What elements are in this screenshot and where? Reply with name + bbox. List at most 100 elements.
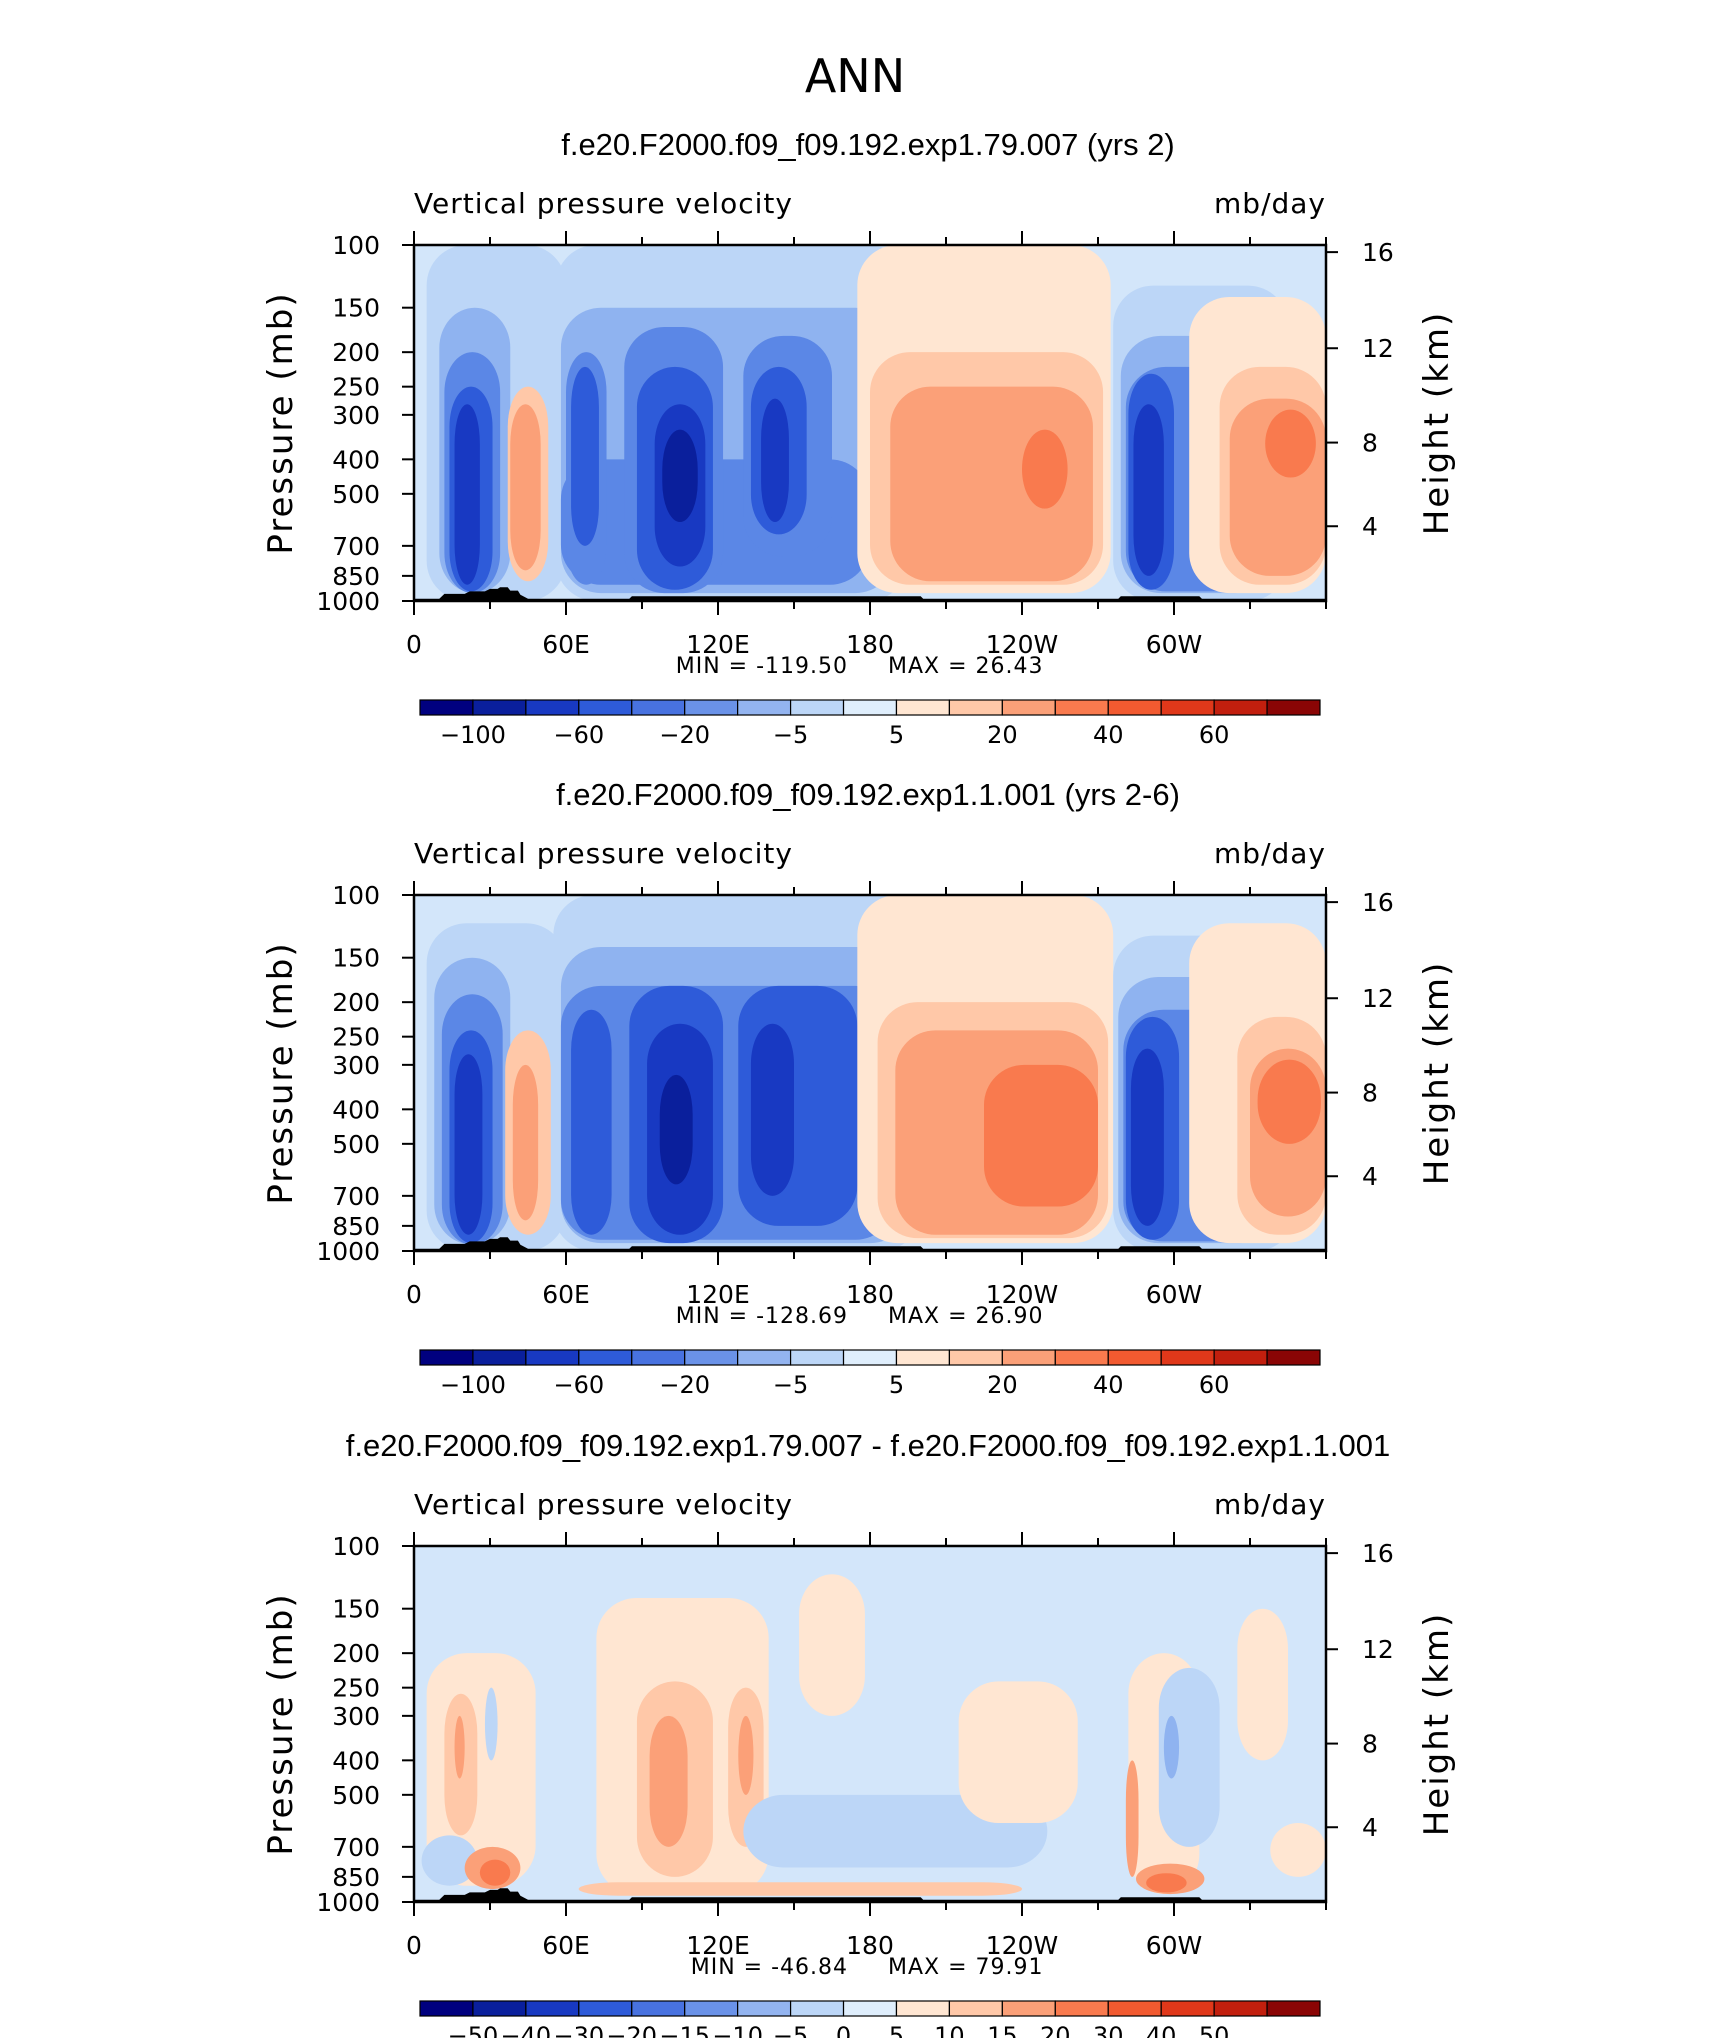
contour-region xyxy=(738,1715,754,1795)
topography-mask xyxy=(414,1237,1326,1251)
colorbar-box xyxy=(895,2000,951,2017)
contour-region xyxy=(1158,1667,1220,1847)
colorbar-label: 10 xyxy=(934,2022,965,2038)
colorbar-label: 50 xyxy=(1199,2022,1230,2038)
colorbar-box xyxy=(1213,2000,1268,2017)
y-tick-label: 850 xyxy=(332,1863,380,1892)
colorbar-label: −100 xyxy=(440,721,506,749)
contour-region xyxy=(578,1882,1022,1896)
colorbar-label: −30 xyxy=(553,2022,604,2038)
colorbar-label: −60 xyxy=(553,1371,604,1399)
colorbar-label: −20 xyxy=(606,2022,657,2038)
colorbar-box xyxy=(1107,699,1162,716)
y-tick-label: 500 xyxy=(332,480,380,509)
colorbar-box xyxy=(737,1349,792,1366)
colorbar-box xyxy=(1213,699,1268,716)
colorbar-box xyxy=(1001,699,1056,716)
y-tick-label: 250 xyxy=(332,1023,380,1052)
contour-region xyxy=(512,1064,539,1221)
contour-region xyxy=(454,1715,465,1779)
colorbar-label: 60 xyxy=(1199,721,1230,749)
y-tick-label: 700 xyxy=(332,532,380,561)
x-tick-label: 180 xyxy=(846,630,894,659)
x-tick-label: 60E xyxy=(542,630,590,659)
contour-region xyxy=(659,1074,693,1185)
panel-3: f.e20.F2000.f09_f09.192.exp1.79.007 - f.… xyxy=(261,1428,1457,2038)
height-tick-label: 16 xyxy=(1362,238,1394,267)
colorbar-box xyxy=(1001,1349,1056,1366)
panels-group: f.e20.F2000.f09_f09.192.exp1.79.007 (yrs… xyxy=(261,127,1457,2038)
height-tick-label: 12 xyxy=(1362,984,1394,1013)
colorbar-box xyxy=(472,1349,527,1366)
colorbar-box xyxy=(1054,1349,1109,1366)
y-tick-label: 100 xyxy=(332,231,380,260)
colorbar-box xyxy=(525,2000,580,2017)
y-tick-label: 500 xyxy=(332,1781,380,1810)
y-axis-title: Pressure (mb) xyxy=(261,291,301,554)
y-tick-label: 1000 xyxy=(316,1237,380,1266)
colorbar-label: 30 xyxy=(1093,2022,1124,2038)
x-tick-label: 60E xyxy=(542,1931,590,1960)
colorbar-label: 40 xyxy=(1093,721,1124,749)
colorbar-box xyxy=(419,1349,474,1366)
colorbar-label: 15 xyxy=(987,2022,1018,2038)
y-tick-label: 700 xyxy=(332,1182,380,1211)
topography-mask xyxy=(414,587,1326,601)
y-tick-label: 150 xyxy=(332,944,380,973)
colorbar-box xyxy=(1266,2000,1321,2017)
contour-region xyxy=(958,1681,1078,1824)
y-tick-label: 300 xyxy=(332,401,380,430)
colorbar-box xyxy=(631,2000,686,2017)
height-tick-label: 16 xyxy=(1362,1539,1394,1568)
contour-region xyxy=(799,1574,865,1716)
contour-region xyxy=(761,398,789,523)
height-tick-label: 8 xyxy=(1362,1079,1378,1108)
y-tick-label: 700 xyxy=(332,1833,380,1862)
x-tick-label: 120W xyxy=(986,1280,1058,1309)
colorbar-label: −60 xyxy=(553,721,604,749)
colorbar-label: 20 xyxy=(987,721,1018,749)
y-tick-label: 400 xyxy=(332,1095,380,1124)
colorbar-box xyxy=(631,1349,686,1366)
colorbar-box xyxy=(684,1349,739,1366)
colorbar-box xyxy=(684,699,739,716)
colorbar-box xyxy=(472,699,527,716)
colorbar-box xyxy=(1107,1349,1162,1366)
contour-field xyxy=(414,1546,1326,1902)
colorbar-box xyxy=(737,2000,792,2017)
colorbar-box xyxy=(631,699,686,716)
colorbar-label: −50 xyxy=(448,2022,499,2038)
y-tick-label: 500 xyxy=(332,1130,380,1159)
colorbar: −50 −40 −30 −20 −15 −10 −5 0 5 10 15 20 30 40 50 xyxy=(419,2000,1321,2038)
colorbar-label: −40 xyxy=(501,2022,552,2038)
y-axis-title: Pressure (mb) xyxy=(261,1592,301,1855)
y-tick-label: 150 xyxy=(332,294,380,323)
variable-label: Vertical pressure velocity xyxy=(414,837,793,870)
height-tick-label: 16 xyxy=(1362,888,1394,917)
y-tick-label: 100 xyxy=(332,1532,380,1561)
max-label: MAX = 26.90 xyxy=(888,1304,1044,1329)
height-tick-label: 8 xyxy=(1362,1730,1378,1759)
colorbar-box xyxy=(578,2000,633,2017)
colorbar-label: −5 xyxy=(773,1371,808,1399)
y-axis-title-right: Height (km) xyxy=(1417,1612,1457,1837)
y-tick-label: 150 xyxy=(332,1595,380,1624)
min-label: MIN = -128.69 xyxy=(676,1304,848,1329)
contour-region xyxy=(571,366,599,546)
contour-field xyxy=(414,895,1326,1251)
colorbar-box xyxy=(948,1349,1003,1366)
height-tick-label: 12 xyxy=(1362,334,1394,363)
x-tick-label: 120E xyxy=(686,1931,750,1960)
colorbar-label: 40 xyxy=(1146,2022,1177,2038)
variable-label: Vertical pressure velocity xyxy=(414,1488,793,1521)
y-tick-label: 100 xyxy=(332,881,380,910)
panel-title: f.e20.F2000.f09_f09.192.exp1.79.007 - f.… xyxy=(346,1428,1391,1463)
y-axis-title-right: Height (km) xyxy=(1417,961,1457,1186)
colorbar-box xyxy=(419,2000,474,2017)
colorbar-box xyxy=(684,2000,739,2017)
x-tick-label: 0 xyxy=(406,1280,422,1309)
y-tick-label: 400 xyxy=(332,445,380,474)
y-tick-label: 300 xyxy=(332,1702,380,1731)
colorbar-box xyxy=(948,2000,1003,2017)
